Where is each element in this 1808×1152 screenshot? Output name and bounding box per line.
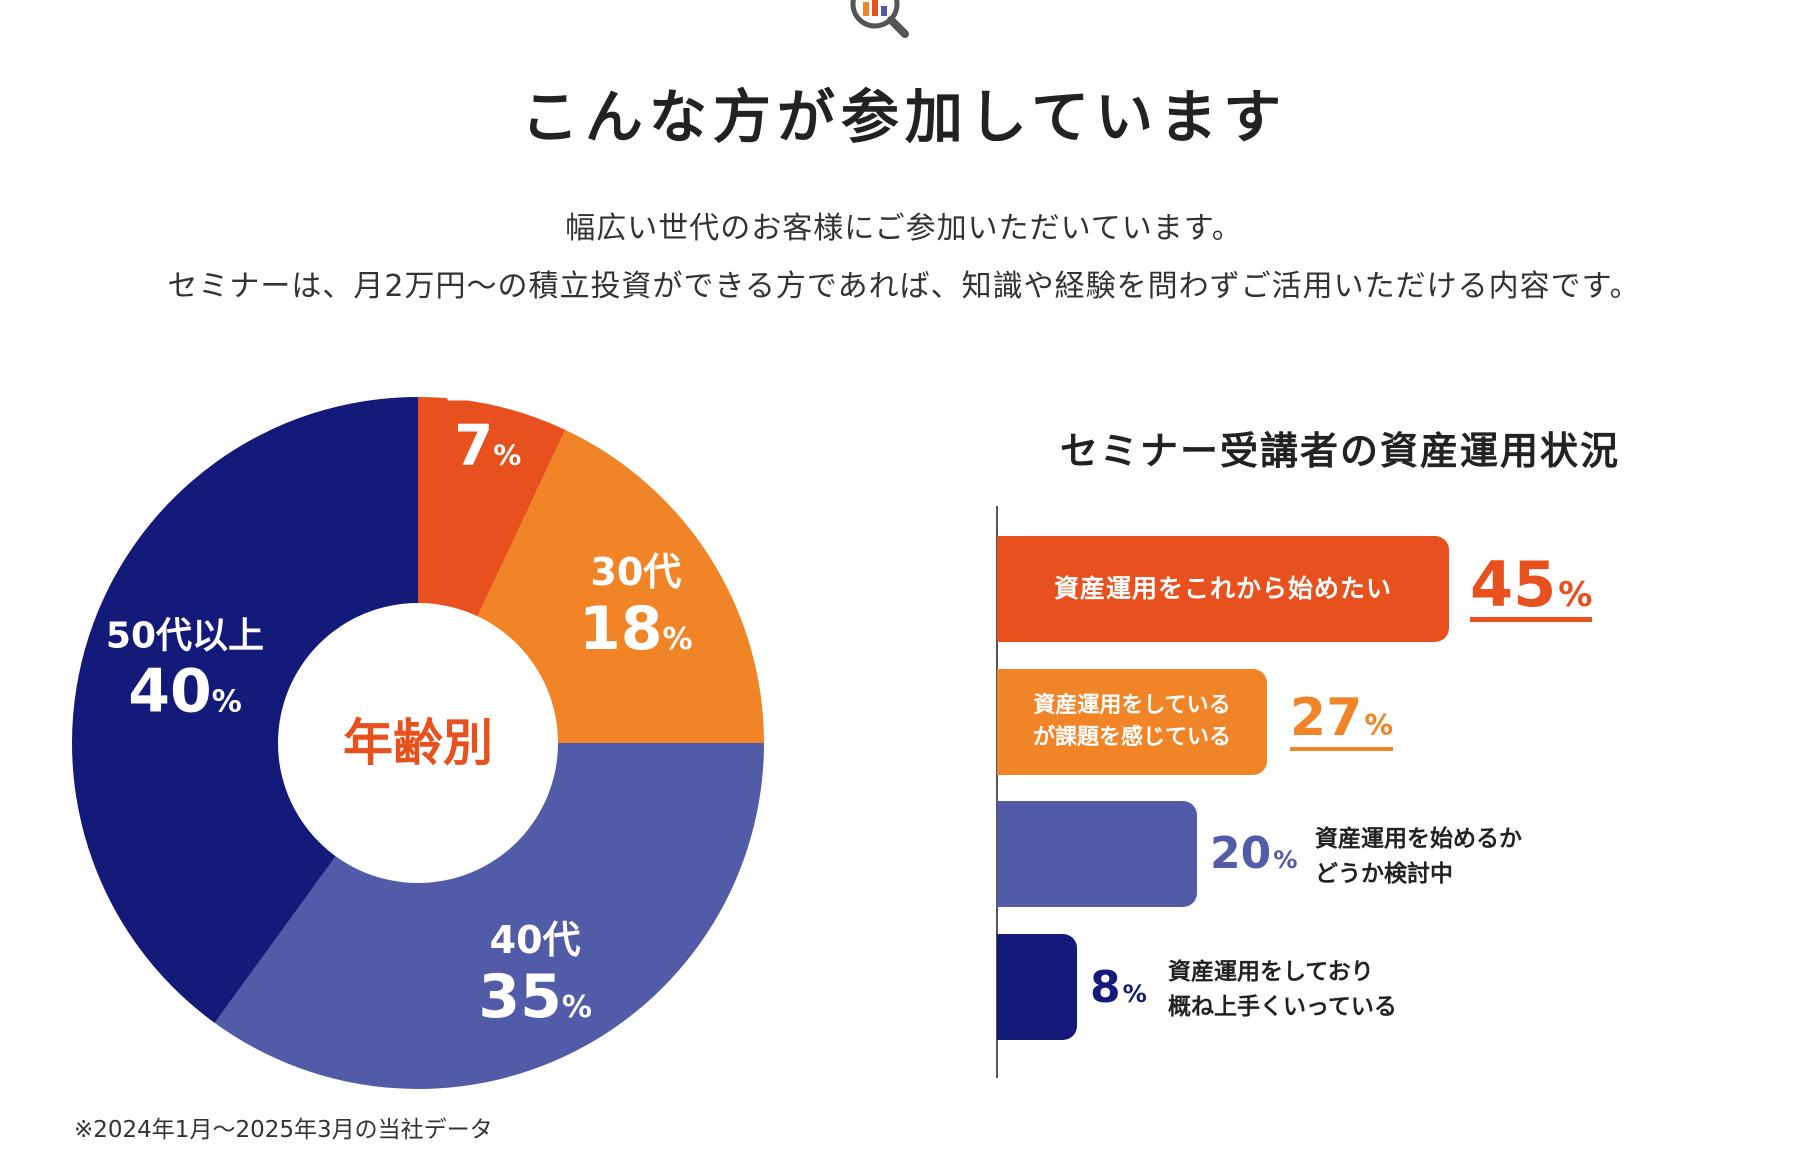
bar-label-going-well-line-1: 資産運用をしており: [1168, 959, 1374, 985]
value-label-has-issues: 27%: [1290, 688, 1394, 752]
value-label-going-well: 8%: [1090, 962, 1147, 1013]
value-number: 20: [1210, 828, 1272, 879]
value-number: 8: [1090, 962, 1121, 1013]
bar-going-well: [997, 934, 1077, 1040]
bar-label-start-investing: 資産運用をこれから始めたい: [1053, 573, 1392, 603]
value-unit: %: [1364, 708, 1394, 742]
donut-value-label-2: 18%: [579, 594, 693, 664]
lead-text-line-1: 幅広い世代のお客様にご参加いただいています。: [565, 211, 1243, 246]
bar-axis-line: [996, 506, 998, 1078]
bar-label-considering-line-1: 資産運用を始めるか: [1315, 826, 1522, 852]
bar-label-has-issues-line-1: 資産運用をしている: [1033, 693, 1231, 719]
donut-value-label-4: 40%: [128, 656, 242, 726]
donut-value-label-3: 35%: [478, 962, 592, 1032]
bar-has-issues: 資産運用をしている が課題を感じている: [997, 669, 1267, 775]
donut-category-label-3: 40代: [490, 918, 581, 962]
bar-label-considering-line-2: どうか検討中: [1315, 860, 1453, 887]
donut-category-label-1: 20代: [445, 369, 531, 410]
donut-slice-3: [214, 743, 765, 1089]
bar-chart-title: セミナー受講者の資産運用状況: [1059, 429, 1620, 473]
bar-considering: [997, 801, 1197, 907]
value-number: 45: [1470, 548, 1557, 621]
donut-category-label-4: 50代以上: [106, 615, 264, 656]
value-unit: %: [1558, 575, 1593, 615]
value-label-considering: 20%: [1210, 828, 1297, 879]
bar-label-going-well-line-2: 概ね上手くいっている: [1168, 993, 1397, 1020]
value-number: 27: [1290, 688, 1363, 748]
lead-text-line-2: セミナーは、月2万円〜の積立投資ができる方であれば、知識や経験を問わずご活用いた…: [167, 269, 1641, 304]
donut-value-label-1: 7%: [454, 414, 521, 479]
bar-label-has-issues-line-2: が課題を感じている: [1032, 725, 1231, 750]
donut-center-label: 年齢別: [343, 714, 493, 772]
footnote: ※2024年1月〜2025年3月の当社データ: [74, 1117, 493, 1143]
bar-start-investing: 資産運用をこれから始めたい: [997, 536, 1449, 642]
page-title: こんな方が参加しています: [520, 83, 1288, 151]
bar-label-going-well: 資産運用をしており 概ね上手くいっている: [1168, 955, 1397, 1024]
magnifier-chart-icon: [850, 0, 909, 38]
donut-hole: [278, 603, 558, 883]
donut-slice-4: [72, 397, 419, 1023]
value-label-start-investing: 45%: [1470, 552, 1593, 623]
bar-label-considering: 資産運用を始めるか どうか検討中: [1315, 822, 1522, 891]
donut-category-label-2: 30代: [590, 550, 681, 594]
value-unit: %: [1122, 980, 1147, 1008]
value-unit: %: [1273, 846, 1298, 874]
